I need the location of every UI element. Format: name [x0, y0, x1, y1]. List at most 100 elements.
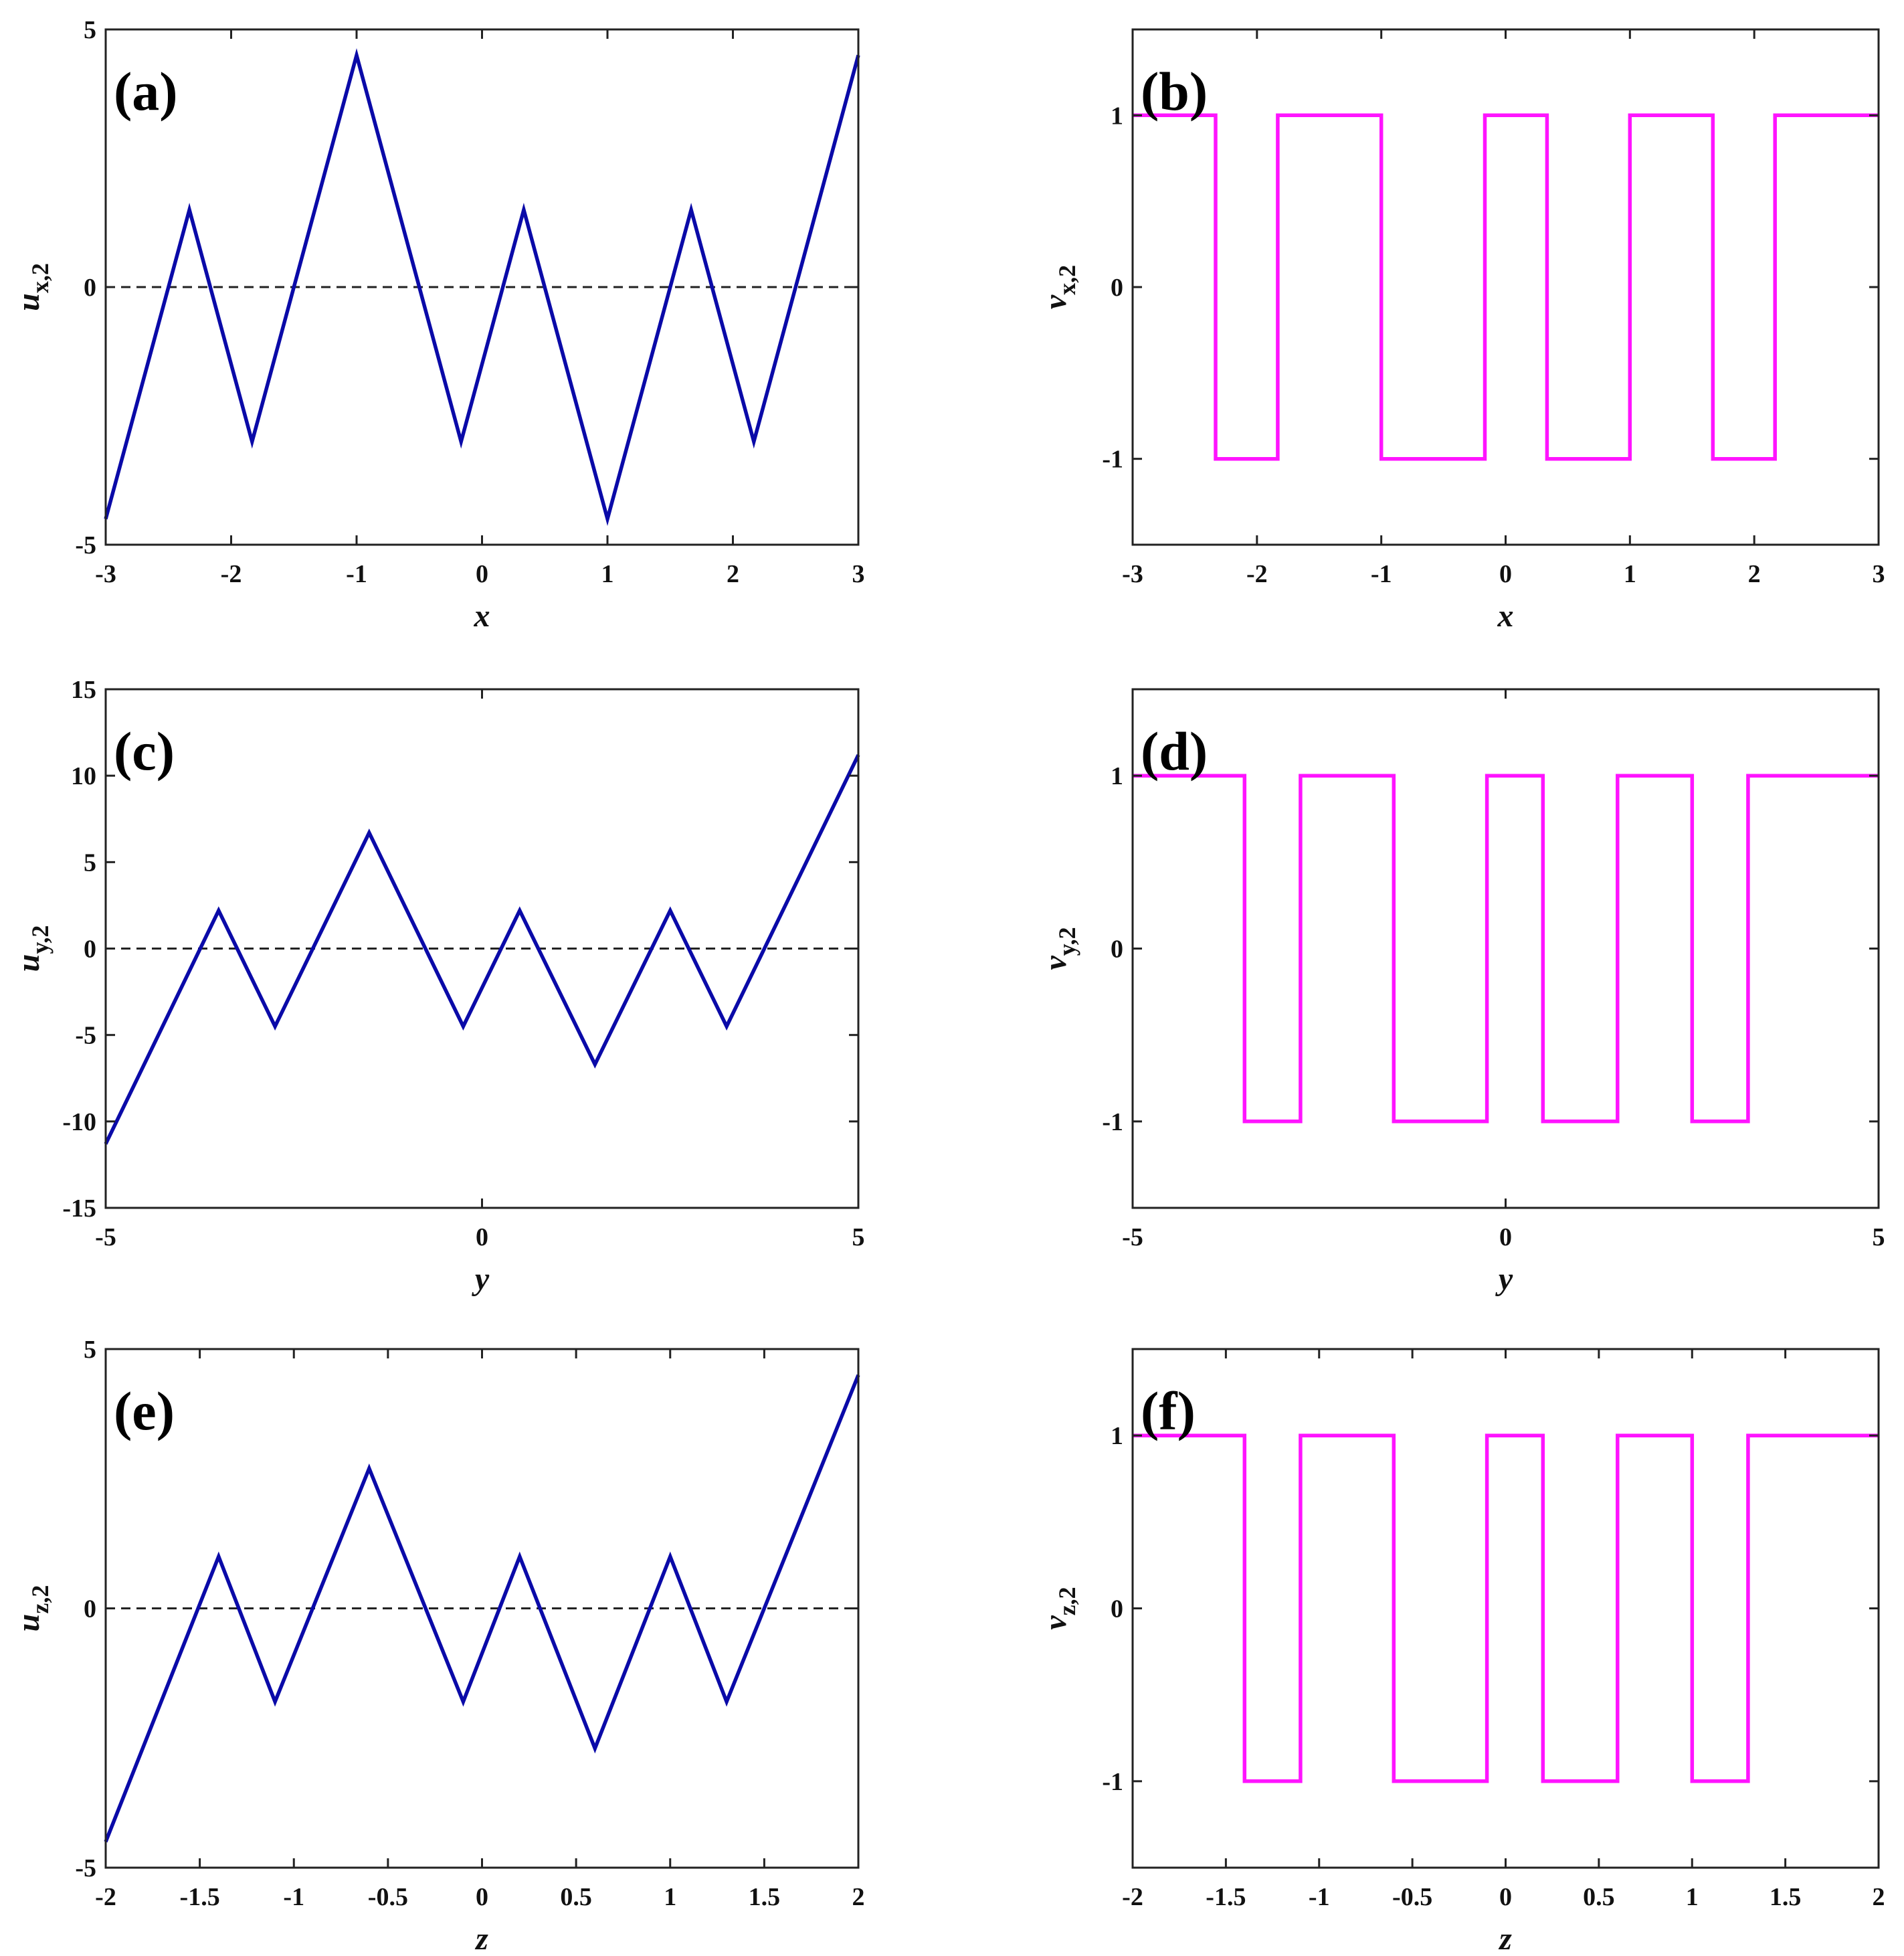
panel-f: -2 -1.5 -1 -0.5 0 0.5 1 1.5 2 -1 0 1 z vz,2 (f)	[1038, 1348, 1885, 1956]
x-axis-label: x	[1497, 598, 1514, 634]
x-tick-label: 5	[1873, 1223, 1885, 1251]
x-tick-label: 1	[601, 560, 614, 588]
x-tick-label: -1.5	[180, 1883, 220, 1911]
y-axis-label-subscript: x,2	[27, 263, 54, 293]
axis-frame	[1131, 28, 1880, 546]
y-tick-label: 0	[84, 936, 96, 964]
y-axis-label-main: u	[11, 1614, 46, 1632]
x-tick-label: 1	[1686, 1883, 1699, 1911]
y-axis-label-subscript: y,2	[27, 925, 54, 954]
y-tick-label: 1	[1111, 1422, 1123, 1450]
x-tick-label: 0	[476, 560, 488, 588]
y-axis-label-main: v	[1038, 294, 1073, 309]
x-tick-label: -2	[221, 560, 242, 588]
x-tick-label: 2	[852, 1883, 865, 1911]
y-axis-label: uz,2	[11, 1585, 54, 1632]
panel-c: -5 0 5 -15 -10 -5 0 5 10 15 y uy,2 (c)	[11, 676, 865, 1297]
y-tick-label: -5	[75, 1022, 96, 1050]
x-tick-label: 1	[664, 1883, 676, 1911]
x-tick-label: 2	[727, 560, 739, 588]
panel-label: (a)	[114, 61, 178, 122]
y-tick-label: 1	[1111, 762, 1123, 790]
x-tick-label: -2	[1246, 560, 1268, 588]
x-tick-label: 2	[1873, 1883, 1885, 1911]
y-tick-label: -1	[1102, 1108, 1123, 1136]
series-line-f	[1133, 1433, 1879, 1783]
y-tick-label: -1	[1102, 446, 1123, 474]
y-tick-label: -5	[75, 1854, 96, 1882]
x-tick-label: -1.5	[1206, 1883, 1246, 1911]
panel-label: (f)	[1141, 1381, 1196, 1441]
y-tick-label: -5	[75, 531, 96, 559]
panel-label: (e)	[114, 1381, 175, 1441]
x-tick-label: 5	[852, 1223, 865, 1251]
y-axis-label-main: u	[11, 293, 46, 311]
x-tick-label: 0	[1499, 1883, 1512, 1911]
y-axis-label-main: v	[1038, 956, 1073, 970]
y-axis-label-subscript: z,2	[1054, 1587, 1080, 1615]
x-tick-label: 1.5	[1770, 1883, 1802, 1911]
x-tick-label: -1	[1309, 1883, 1330, 1911]
x-axis-label: x	[474, 598, 490, 634]
y-tick-label: 0	[84, 1595, 96, 1623]
x-tick-label: -0.5	[368, 1883, 408, 1911]
y-tick-label: 5	[84, 1336, 96, 1364]
x-axis-label: y	[1495, 1261, 1513, 1297]
series-line-a	[104, 48, 860, 527]
series-line-c	[104, 753, 860, 1145]
y-tick-label: 5	[84, 849, 96, 877]
y-tick-label: 1	[1111, 102, 1123, 130]
panel-e: -2 -1.5 -1 -0.5 0 0.5 1 1.5 2 -5 0 5 z uz,2 (e)	[11, 1336, 865, 1956]
panel-d: -5 0 5 -1 0 1 y vy,2 (d)	[1038, 688, 1885, 1297]
x-tick-label: -1	[1371, 560, 1392, 588]
y-axis-label-subscript: y,2	[1054, 927, 1080, 956]
series-line-e	[104, 1374, 860, 1843]
x-tick-label: -3	[1122, 560, 1143, 588]
x-tick-label: -5	[1122, 1223, 1143, 1251]
x-tick-label: -3	[95, 560, 116, 588]
x-tick-label: 3	[1873, 560, 1885, 588]
y-tick-label: 15	[71, 676, 96, 704]
panel-b: -3 -2 -1 0 1 2 3 -1 0 1 x vx,2 (b)	[1038, 28, 1885, 634]
panel-label: (c)	[114, 721, 175, 782]
x-tick-label: -1	[346, 560, 367, 588]
x-tick-label: 0	[476, 1223, 488, 1251]
x-tick-label: -0.5	[1392, 1883, 1432, 1911]
x-tick-label: 0	[1499, 560, 1512, 588]
y-tick-label: 5	[84, 16, 96, 44]
x-tick-label: 0.5	[1583, 1883, 1615, 1911]
y-axis-label: ux,2	[11, 263, 54, 311]
y-tick-label: 0	[1111, 936, 1123, 964]
y-tick-label: 10	[71, 762, 96, 790]
x-tick-label: 0	[1499, 1223, 1512, 1251]
x-tick-label: -2	[1122, 1883, 1143, 1911]
x-tick-label: -2	[95, 1883, 116, 1911]
x-tick-label: 3	[852, 560, 865, 588]
x-tick-label: 1.5	[749, 1883, 781, 1911]
x-tick-label: -1	[283, 1883, 304, 1911]
y-axis-label: vx,2	[1038, 265, 1080, 309]
y-axis-label-main: u	[11, 954, 46, 972]
y-axis-label: uy,2	[11, 925, 54, 972]
x-tick-label: 0	[476, 1883, 488, 1911]
y-tick-label: 0	[84, 274, 96, 302]
y-tick-label: 0	[1111, 274, 1123, 302]
panel-a: -3 -2 -1 0 1 2 3 -5 0 5 x ux,2 (a)	[11, 16, 865, 634]
y-axis-label: vz,2	[1038, 1587, 1080, 1629]
y-tick-label: 0	[1111, 1595, 1123, 1623]
series-line-b	[1133, 113, 1879, 461]
y-axis-label-subscript: z,2	[27, 1585, 54, 1614]
x-tick-label: 0.5	[560, 1883, 592, 1911]
x-tick-label: 1	[1624, 560, 1636, 588]
x-tick-label: 2	[1748, 560, 1761, 588]
y-axis-label: vy,2	[1038, 927, 1080, 970]
x-axis-label: y	[472, 1261, 490, 1297]
y-axis-label-main: v	[1038, 1615, 1073, 1630]
y-tick-label: -15	[62, 1194, 96, 1223]
x-axis-label: z	[474, 1921, 488, 1956]
x-axis-label: z	[1498, 1921, 1512, 1956]
y-axis-label-subscript: x,2	[1054, 265, 1080, 295]
panel-label: (b)	[1141, 61, 1208, 122]
panel-label: (d)	[1141, 721, 1208, 782]
